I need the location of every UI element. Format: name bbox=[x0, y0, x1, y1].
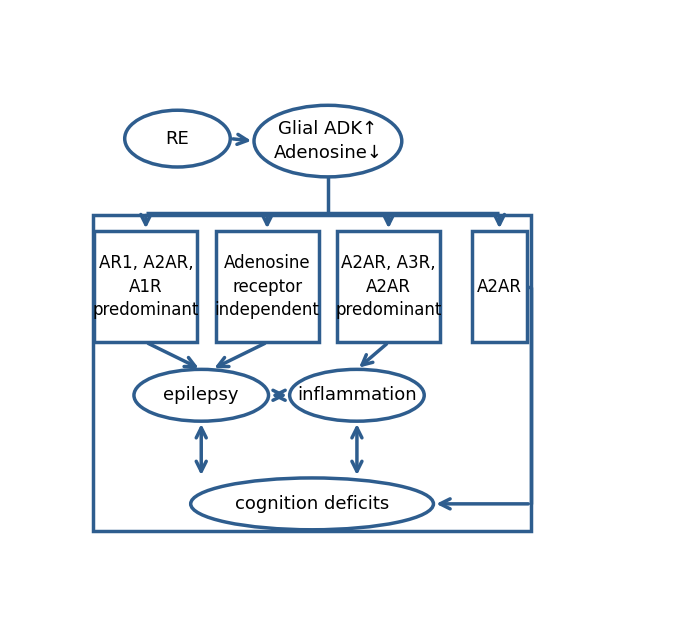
Text: AR1, A2AR,
A1R
predominant: AR1, A2AR, A1R predominant bbox=[93, 254, 199, 319]
Text: A2AR, A3R,
A2AR
predominant: A2AR, A3R, A2AR predominant bbox=[336, 254, 442, 319]
Text: A2AR: A2AR bbox=[477, 278, 522, 296]
Text: RE: RE bbox=[165, 129, 189, 147]
Text: Adenosine
receptor
independent: Adenosine receptor independent bbox=[215, 254, 319, 319]
Text: inflammation: inflammation bbox=[297, 387, 417, 404]
Text: Glial ADK↑
Adenosine↓: Glial ADK↑ Adenosine↓ bbox=[273, 121, 383, 162]
Text: cognition deficits: cognition deficits bbox=[235, 495, 390, 513]
Text: epilepsy: epilepsy bbox=[163, 387, 239, 404]
